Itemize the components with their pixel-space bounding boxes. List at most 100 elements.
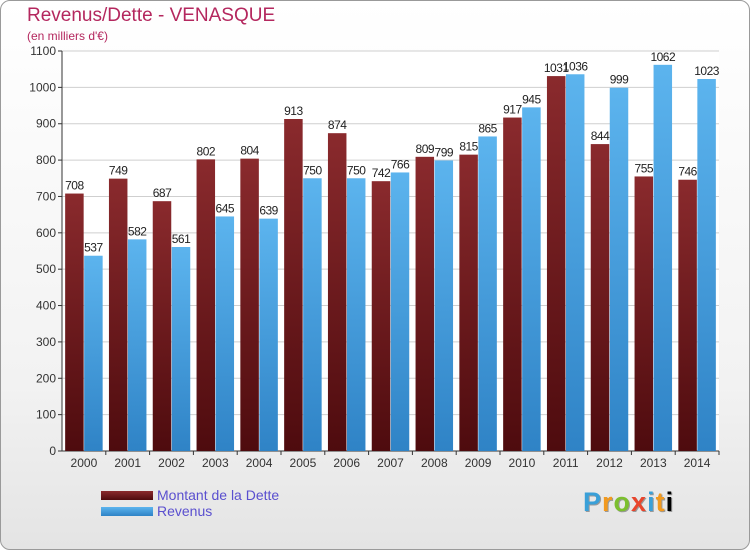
data-label-dette: 815 (459, 140, 478, 154)
bar-revenus (522, 107, 541, 451)
bar-dette (546, 76, 566, 451)
x-tick-label: 2002 (158, 456, 185, 470)
bar-revenus (565, 74, 585, 451)
x-tick-label: 2004 (246, 456, 273, 470)
y-tick-label: 800 (36, 153, 56, 167)
y-tick-label: 0 (49, 444, 56, 458)
x-tick-label: 2014 (684, 456, 711, 470)
data-label-revenus: 750 (347, 163, 366, 177)
bar-revenus (171, 247, 191, 451)
chart-legend: Montant de la Dette Revenus (101, 487, 279, 519)
data-label-dette: 802 (197, 144, 216, 158)
y-tick-label: 100 (36, 408, 56, 422)
x-tick-label: 2008 (421, 456, 448, 470)
y-tick-label: 900 (36, 117, 56, 131)
data-label-revenus: 1036 (563, 59, 589, 73)
chart-subtitle: (en milliers d'€) (27, 29, 108, 43)
proxiti-logo: Proxiti (583, 487, 675, 517)
data-label-dette: 844 (591, 129, 610, 143)
data-label-revenus: 750 (303, 163, 322, 177)
bar-revenus (697, 79, 716, 451)
legend-item-dette: Montant de la Dette (101, 487, 279, 503)
data-label-dette: 874 (328, 118, 347, 132)
bar-dette (503, 117, 522, 451)
bar-dette (65, 193, 84, 451)
bar-revenus (346, 178, 366, 452)
data-label-revenus: 561 (172, 232, 191, 246)
y-tick-label: 700 (36, 189, 56, 203)
legend-label-revenus: Revenus (157, 503, 213, 519)
bar-revenus (84, 255, 103, 451)
x-tick-label: 2003 (202, 456, 229, 470)
x-tick-label: 2012 (596, 456, 623, 470)
bar-revenus (434, 160, 454, 452)
y-tick-label: 1000 (29, 80, 56, 94)
data-label-revenus: 1062 (650, 50, 676, 64)
data-label-revenus: 537 (84, 241, 103, 255)
bar-dette (196, 159, 216, 451)
x-tick-label: 2005 (290, 456, 317, 470)
data-label-revenus: 582 (128, 224, 147, 238)
data-label-dette: 804 (240, 144, 259, 158)
bar-revenus (215, 216, 235, 451)
bar-dette (415, 156, 435, 451)
data-label-revenus: 1023 (694, 64, 720, 78)
y-tick-label: 200 (36, 371, 56, 385)
bar-revenus (259, 218, 278, 451)
x-tick-label: 2001 (114, 456, 141, 470)
data-label-revenus: 766 (391, 157, 410, 171)
y-tick-label: 300 (36, 335, 56, 349)
data-label-revenus: 865 (478, 121, 497, 135)
data-label-dette: 749 (109, 164, 128, 178)
bar-dette (678, 179, 697, 451)
bar-revenus (127, 239, 147, 451)
bar-revenus (303, 178, 322, 452)
bar-dette (327, 133, 347, 451)
bar-revenus (653, 64, 673, 451)
y-tick-label: 600 (36, 226, 56, 240)
data-label-dette: 913 (284, 104, 303, 118)
x-tick-label: 2010 (509, 456, 536, 470)
data-label-dette: 809 (416, 142, 435, 156)
bar-revenus (478, 136, 497, 452)
data-label-dette: 755 (635, 161, 654, 175)
x-tick-label: 2000 (71, 456, 98, 470)
data-label-dette: 742 (372, 166, 391, 180)
x-tick-label: 2013 (640, 456, 667, 470)
data-label-revenus: 639 (259, 204, 278, 218)
data-label-revenus: 999 (610, 73, 629, 87)
x-tick-label: 2006 (333, 456, 360, 470)
y-tick-label: 400 (36, 299, 56, 313)
data-label-revenus: 799 (435, 145, 454, 159)
data-label-revenus: 945 (522, 92, 541, 106)
bar-revenus (390, 172, 410, 452)
data-label-revenus: 645 (216, 201, 235, 215)
legend-label-dette: Montant de la Dette (157, 487, 280, 503)
y-tick-label: 1100 (30, 44, 56, 58)
bar-dette (590, 144, 610, 451)
bar-dette (152, 201, 172, 451)
bar-dette (634, 176, 654, 452)
data-label-dette: 1031 (544, 61, 570, 75)
x-tick-label: 2007 (377, 456, 404, 470)
x-tick-label: 2009 (465, 456, 492, 470)
data-label-dette: 708 (65, 179, 84, 193)
x-tick-label: 2011 (553, 456, 579, 470)
legend-swatch-revenus (101, 506, 153, 516)
bar-dette (459, 154, 478, 452)
bar-revenus (609, 87, 629, 452)
plot-area (62, 51, 719, 451)
bar-dette (371, 181, 391, 451)
bar-dette (108, 178, 128, 452)
y-tick-label: 500 (36, 262, 56, 276)
data-label-dette: 746 (678, 165, 697, 179)
legend-item-revenus: Revenus (101, 503, 279, 519)
chart-title: Revenus/Dette - VENASQUE (27, 5, 276, 26)
legend-swatch-dette (101, 490, 153, 500)
data-label-dette: 917 (503, 103, 522, 117)
bar-dette (240, 158, 259, 452)
bar-dette (284, 119, 303, 451)
data-label-dette: 687 (153, 186, 172, 200)
